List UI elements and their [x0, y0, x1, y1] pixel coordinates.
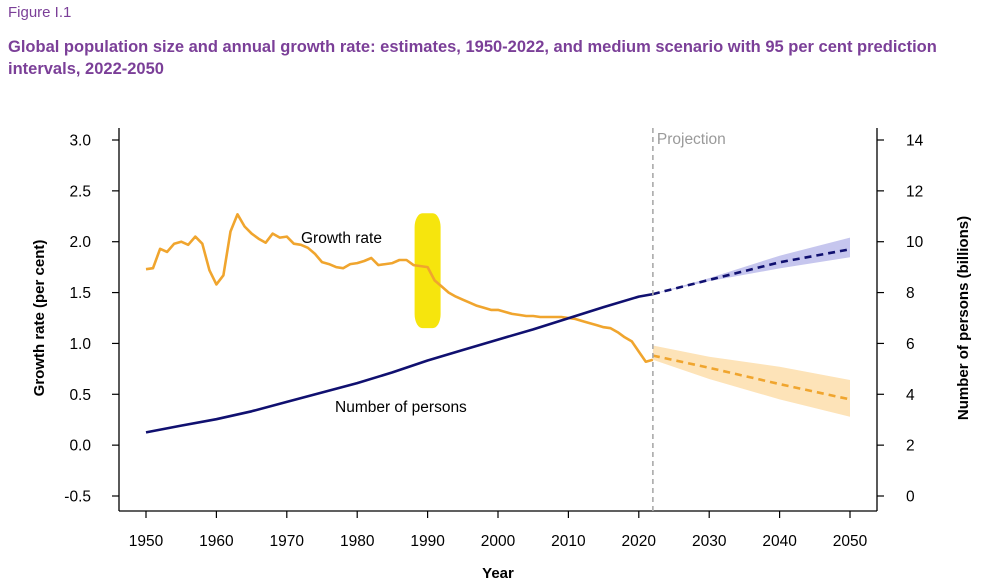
y-axis-left-title: Growth rate (per cent) [31, 240, 48, 397]
x-tick-label: 2000 [481, 533, 516, 550]
y-left-tick-label: 0.5 [69, 387, 91, 404]
growth-rate-line [145, 213, 654, 364]
highlight-marker [414, 213, 441, 329]
y-left-tick-label: 0.0 [69, 438, 91, 455]
y-right-tick-label: 12 [906, 183, 923, 200]
growth-rate-label: Growth rate [301, 230, 382, 247]
y-right-tick-label: 4 [906, 387, 915, 404]
highlight-layer [414, 213, 441, 329]
figure-title: Global population size and annual growth… [8, 38, 937, 78]
x-tick-label: 2040 [762, 533, 797, 550]
series-lines [145, 213, 851, 434]
growth-rate-projection-line [652, 354, 851, 401]
figure-label: Figure I.1 [8, 4, 72, 21]
y-left-tick-label: 1.5 [69, 285, 91, 302]
population-line [145, 292, 654, 434]
x-axis-title: Year [482, 565, 514, 582]
x-tick-label: 1990 [410, 533, 445, 550]
y-right-tick-label: 2 [906, 438, 915, 455]
growth-rate-prediction-band [652, 345, 850, 417]
chart-texts: Year Growth rate (per cent) Number of pe… [31, 131, 972, 582]
y-right-tick-label: 14 [906, 133, 924, 150]
y-right-tick-label: 0 [906, 489, 915, 506]
y-axis-right-title: Number of persons (billions) [955, 216, 972, 420]
prediction-bands [652, 237, 850, 417]
x-tick-label: 1960 [199, 533, 234, 550]
y-right-tick-label: 8 [906, 285, 915, 302]
y-right-tick-label: 6 [906, 336, 915, 353]
x-tick-label: 2010 [551, 533, 586, 550]
x-tick-label: 1970 [270, 533, 305, 550]
y-left-tick-label: 1.0 [69, 336, 91, 353]
x-tick-label: 2030 [692, 533, 727, 550]
x-tick-label: 2050 [833, 533, 868, 550]
x-tick-label: 1980 [340, 533, 375, 550]
x-tick-label: 1950 [129, 533, 164, 550]
x-tick-label: 2020 [622, 533, 657, 550]
population-prediction-band [652, 237, 850, 295]
population-projection-line [652, 248, 851, 296]
y-right-tick-label: 10 [906, 234, 924, 251]
y-left-tick-label: 2.5 [69, 183, 91, 200]
y-left-tick-label: 2.0 [69, 234, 91, 251]
y-left-tick-label: -0.5 [64, 489, 91, 506]
axes: -0.5 0.0 0.5 1.0 1.5 2.0 2.5 3.0 0 2 4 6 8 10 12 14 1950… [64, 128, 924, 550]
projection-label: Projection [657, 131, 726, 148]
population-label: Number of persons [335, 399, 467, 416]
y-left-tick-label: 3.0 [69, 133, 91, 150]
